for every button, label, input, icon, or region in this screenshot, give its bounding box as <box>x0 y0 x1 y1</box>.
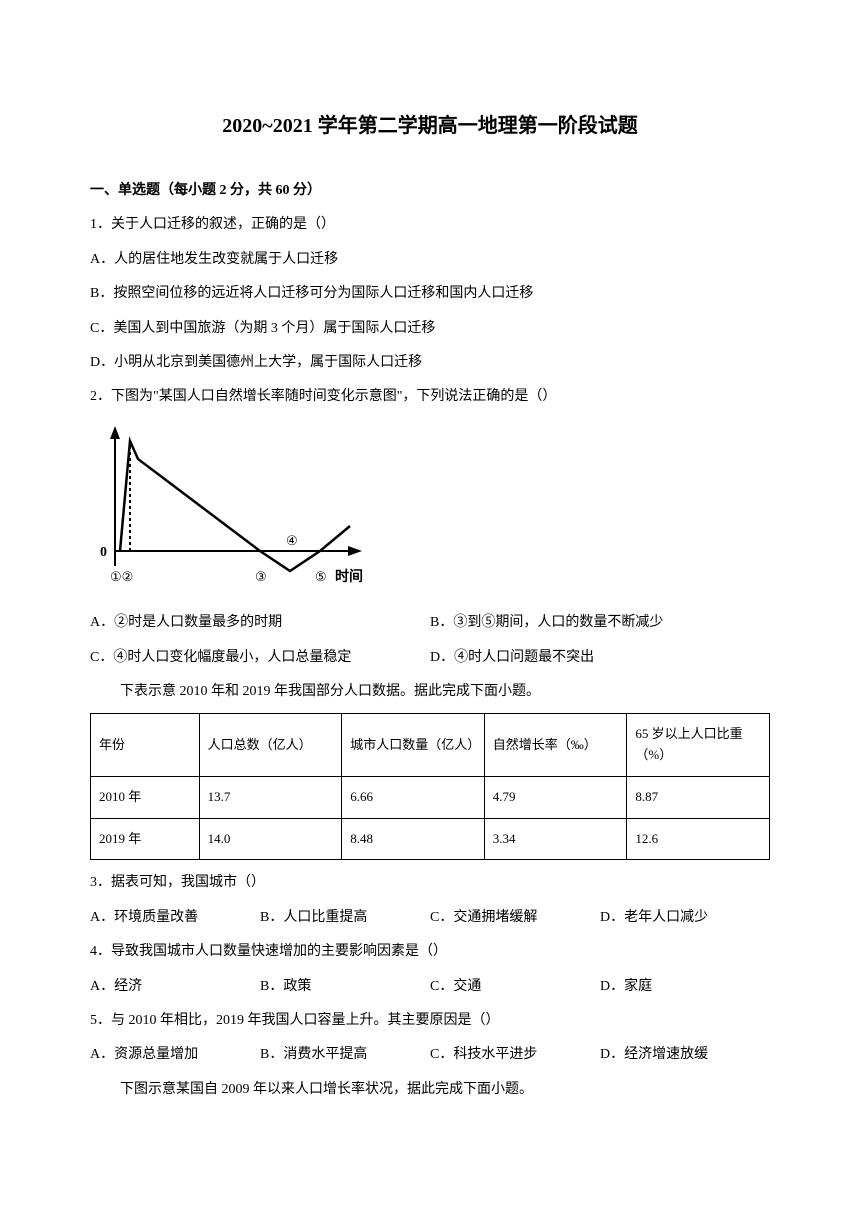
q3-opt-b: B．人口比重提高 <box>260 907 430 929</box>
q3-opt-a: A．环境质量改善 <box>90 907 260 929</box>
q4-opt-d: D．家庭 <box>600 976 770 998</box>
table-header-cell: 自然增长率（‰） <box>484 714 627 777</box>
q2-options-row2: C．④时人口变化幅度最小，人口总量稳定 D．④时人口问题最不突出 <box>90 647 770 669</box>
table-cell: 13.7 <box>199 776 342 818</box>
svg-text:⑤: ⑤ <box>315 569 327 584</box>
q1-opt-d: D．小明从北京到美国德州上大学，属于国际人口迁移 <box>90 352 770 374</box>
table-cell: 6.66 <box>342 776 485 818</box>
q4-options: A．经济 B．政策 C．交通 D．家庭 <box>90 976 770 998</box>
q4-opt-a: A．经济 <box>90 976 260 998</box>
table-cell: 8.87 <box>627 776 770 818</box>
q5-opt-a: A．资源总量增加 <box>90 1044 260 1066</box>
q1-opt-a: A．人的居住地发生改变就属于人口迁移 <box>90 249 770 271</box>
table-row: 2010 年 13.7 6.66 4.79 8.87 <box>91 776 770 818</box>
svg-text:时间: 时间 <box>335 568 363 585</box>
svg-text:①②: ①② <box>110 569 133 584</box>
q1-opt-c: C．美国人到中国旅游（为期 3 个月）属于国际人口迁移 <box>90 318 770 340</box>
q5-options: A．资源总量增加 B．消费水平提高 C．科技水平进步 D．经济增速放缓 <box>90 1044 770 1066</box>
q2-opt-b: B．③到⑤期间，人口的数量不断减少 <box>430 612 770 634</box>
population-data-table: 年份 人口总数（亿人） 城市人口数量（亿人） 自然增长率（‰） 65 岁以上人口… <box>90 713 770 860</box>
table-cell: 3.34 <box>484 818 627 860</box>
table-header-cell: 年份 <box>91 714 200 777</box>
q3-options: A．环境质量改善 B．人口比重提高 C．交通拥堵缓解 D．老年人口减少 <box>90 907 770 929</box>
table-header-cell: 65 岁以上人口比重（%） <box>627 714 770 777</box>
svg-text:③: ③ <box>255 569 267 584</box>
table-cell: 12.6 <box>627 818 770 860</box>
q3-opt-d: D．老年人口减少 <box>600 907 770 929</box>
q4-stem: 4．导致我国城市人口数量快速增加的主要影响因素是（） <box>90 941 770 963</box>
table-cell: 2019 年 <box>91 818 200 860</box>
svg-text:④: ④ <box>286 533 298 548</box>
q1-stem: 1．关于人口迁移的叙述，正确的是（） <box>90 214 770 236</box>
table-cell: 8.48 <box>342 818 485 860</box>
q4-opt-c: C．交通 <box>430 976 600 998</box>
table-cell: 14.0 <box>199 818 342 860</box>
table-header-cell: 城市人口数量（亿人） <box>342 714 485 777</box>
q2-options-row1: A．②时是人口数量最多的时期 B．③到⑤期间，人口的数量不断减少 <box>90 612 770 634</box>
q5-opt-c: C．科技水平进步 <box>430 1044 600 1066</box>
q2-opt-d: D．④时人口问题最不突出 <box>430 647 770 669</box>
q5-opt-d: D．经济增速放缓 <box>600 1044 770 1066</box>
svg-text:0: 0 <box>100 545 107 560</box>
footer-intro: 下图示意某国自 2009 年以来人口增长率状况，据此完成下面小题。 <box>90 1079 770 1101</box>
table-row: 2019 年 14.0 8.48 3.34 12.6 <box>91 818 770 860</box>
q4-opt-b: B．政策 <box>260 976 430 998</box>
q2-opt-a: A．②时是人口数量最多的时期 <box>90 612 430 634</box>
q2-opt-c: C．④时人口变化幅度最小，人口总量稳定 <box>90 647 430 669</box>
table-header-row: 年份 人口总数（亿人） 城市人口数量（亿人） 自然增长率（‰） 65 岁以上人口… <box>91 714 770 777</box>
table-cell: 2010 年 <box>91 776 200 818</box>
q3-stem: 3．据表可知，我国城市（） <box>90 872 770 894</box>
q3-opt-c: C．交通拥堵缓解 <box>430 907 600 929</box>
q5-opt-b: B．消费水平提高 <box>260 1044 430 1066</box>
growth-rate-chart: 0 ①② ③ ④ ⑤ 时间 <box>90 421 770 604</box>
table-cell: 4.79 <box>484 776 627 818</box>
table-intro: 下表示意 2010 年和 2019 年我国部分人口数据。据此完成下面小题。 <box>90 681 770 703</box>
section-heading: 一、单选题（每小题 2 分，共 60 分） <box>90 180 770 202</box>
page-title: 2020~2021 学年第二学期高一地理第一阶段试题 <box>90 110 770 142</box>
q2-stem: 2．下图为"某国人口自然增长率随时间变化示意图"，下列说法正确的是（） <box>90 386 770 408</box>
q5-stem: 5．与 2010 年相比，2019 年我国人口容量上升。其主要原因是（） <box>90 1010 770 1032</box>
table-header-cell: 人口总数（亿人） <box>199 714 342 777</box>
q1-opt-b: B．按照空间位移的远近将人口迁移可分为国际人口迁移和国内人口迁移 <box>90 283 770 305</box>
